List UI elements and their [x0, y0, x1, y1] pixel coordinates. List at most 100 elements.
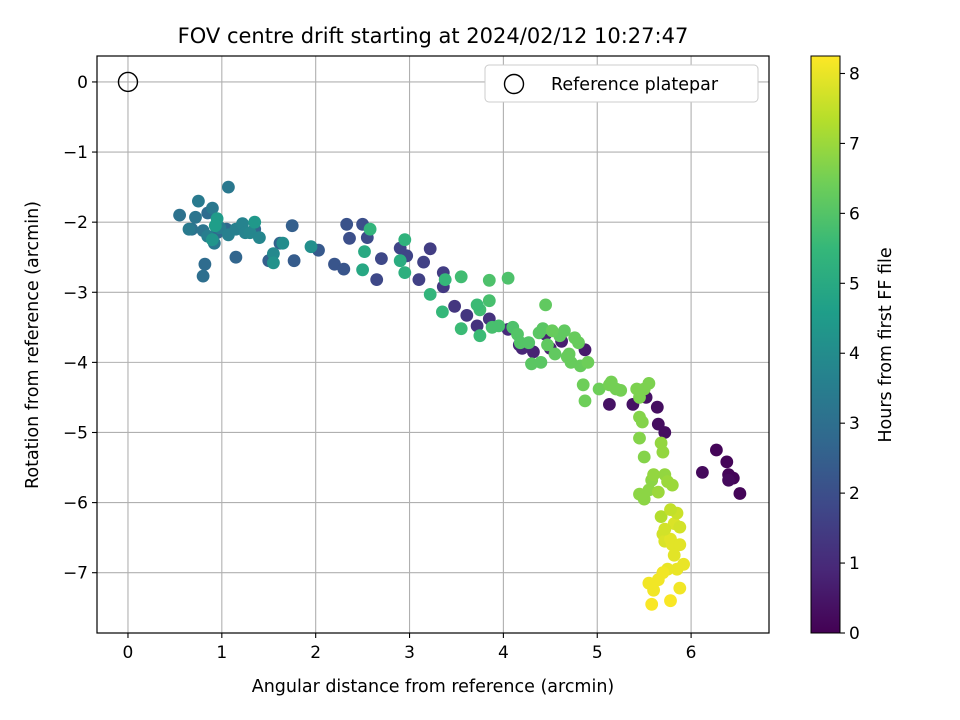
data-point: [454, 270, 468, 284]
data-point: [198, 257, 212, 271]
data-point: [656, 445, 670, 459]
data-point: [614, 384, 628, 397]
y-axis-ticks: 0 −1 −2 −3 −4 −5 −6 −7: [63, 73, 97, 584]
data-point: [417, 255, 430, 269]
data-point: [267, 256, 280, 270]
x-tick-label: 3: [404, 643, 415, 663]
data-point: [470, 298, 484, 312]
data-point: [545, 324, 559, 338]
y-tick-label: −2: [63, 213, 88, 233]
x-tick-label: 2: [310, 643, 321, 663]
data-point: [654, 510, 668, 523]
data-point: [673, 538, 687, 552]
data-point: [696, 466, 709, 479]
data-point: [603, 398, 616, 411]
data-point: [285, 219, 299, 233]
data-point: [253, 231, 266, 245]
data-point: [304, 240, 318, 254]
data-point: [267, 247, 280, 261]
chart-title: FOV centre drift starting at 2024/02/12 …: [178, 24, 689, 48]
reference-platepar-marker: [117, 71, 139, 93]
data-point: [522, 336, 536, 350]
data-point: [642, 377, 656, 390]
reference-marker-layer: [117, 71, 139, 93]
data-point: [287, 254, 301, 268]
data-point: [482, 273, 496, 287]
data-point: [448, 299, 461, 313]
data-point: [243, 226, 257, 240]
data-point: [356, 263, 369, 277]
colorbar-tick-label: 5: [849, 274, 860, 294]
data-point: [576, 378, 590, 392]
y-tick-label: 0: [77, 73, 88, 93]
data-point: [541, 338, 554, 352]
data-point: [637, 450, 651, 464]
data-point: [460, 309, 474, 322]
data-point: [173, 208, 187, 222]
colorbar: [810, 55, 841, 634]
y-tick-label: −5: [63, 423, 88, 443]
legend-entry-reference: Reference platepar: [551, 75, 719, 95]
data-point: [412, 273, 426, 286]
data-point: [651, 417, 665, 431]
data-point: [572, 336, 585, 350]
data-point: [548, 347, 562, 361]
data-point: [482, 294, 496, 308]
data-point: [393, 254, 407, 268]
data-point: [525, 357, 538, 371]
data-point: [710, 443, 723, 457]
x-axis-ticks: 0 1 2 3 4 5 6: [123, 633, 697, 663]
plot-frame: [96, 55, 770, 634]
data-point: [276, 236, 290, 250]
colorbar-tick-label: 0: [849, 624, 860, 644]
data-point: [539, 298, 552, 312]
colorbar-ticks: 0 1 2 3 4 5 6 7 8: [840, 64, 860, 644]
data-point: [733, 487, 747, 500]
data-point: [501, 271, 515, 285]
data-point: [642, 576, 656, 590]
data-point: [534, 356, 548, 369]
data-point: [358, 245, 371, 258]
data-point: [340, 217, 354, 231]
data-point: [436, 305, 449, 319]
y-tick-label: −1: [63, 143, 88, 163]
data-point: [665, 478, 679, 492]
data-point: [673, 520, 687, 534]
data-point: [592, 382, 606, 396]
data-point: [196, 269, 210, 283]
data-point: [635, 415, 649, 429]
data-point: [248, 215, 262, 229]
colorbar-tick-label: 8: [849, 64, 860, 84]
data-point: [578, 394, 592, 408]
data-point: [375, 252, 388, 265]
data-point: [454, 322, 468, 336]
colorbar-tick-label: 1: [849, 554, 860, 574]
colorbar-label: Hours from first FF file: [876, 247, 896, 442]
data-point: [667, 548, 681, 562]
data-point: [658, 522, 672, 536]
x-tick-label: 1: [216, 643, 227, 663]
data-point: [438, 273, 452, 286]
y-tick-label: −7: [63, 564, 88, 584]
legend: Reference platepar: [484, 64, 759, 103]
data-point: [343, 231, 356, 245]
data-point: [645, 597, 659, 611]
x-tick-label: 0: [123, 643, 134, 663]
data-point: [560, 350, 574, 364]
data-point: [182, 222, 196, 236]
data-point: [581, 356, 595, 369]
data-point: [423, 242, 437, 256]
data-point: [206, 201, 219, 215]
data-point: [558, 324, 571, 338]
data-point: [337, 262, 351, 276]
data-point: [664, 594, 677, 608]
data-point: [720, 455, 734, 469]
x-tick-label: 6: [686, 643, 697, 663]
data-point: [664, 503, 677, 516]
data-point: [470, 319, 484, 333]
legend-box: [484, 64, 759, 103]
data-point: [673, 581, 687, 595]
data-point: [647, 468, 660, 481]
colorbar-tick-label: 6: [849, 204, 860, 224]
data-point: [192, 194, 205, 208]
